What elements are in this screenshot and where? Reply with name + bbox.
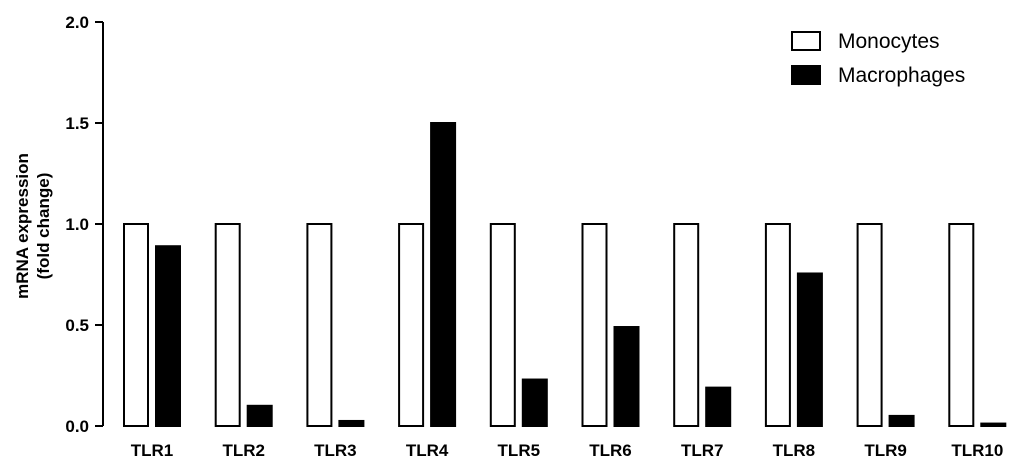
- y-tick-label: 2.0: [65, 13, 89, 32]
- bar-monocytes-tlr2: [214, 223, 241, 427]
- x-tick-label: TLR7: [681, 441, 724, 460]
- y-tick-label: 0.5: [65, 316, 89, 335]
- y-axis-ticks: 0.0 0.5 1.0 1.5 2.0: [65, 13, 103, 436]
- legend-label-monocytes: Monocytes: [838, 30, 940, 53]
- x-tick-label: TLR4: [406, 441, 449, 460]
- y-axis-label: mRNA expression (fold change): [13, 153, 53, 299]
- bar-monocytes-tlr9: [856, 223, 883, 427]
- bar-macrophages-tlr3: [338, 419, 365, 428]
- y-axis-label-line-2: (fold change): [34, 173, 53, 280]
- x-tick-label: TLR5: [498, 441, 541, 460]
- x-tick-label: TLR3: [314, 441, 357, 460]
- bar-monocytes-tlr3: [306, 223, 333, 427]
- bar-monocytes-tlr6: [581, 223, 608, 427]
- x-tick-label: TLR10: [951, 441, 1003, 460]
- bar-macrophages-tlr5: [521, 378, 548, 428]
- bar-monocytes-tlr4: [398, 223, 425, 427]
- bar-macrophages-tlr8: [796, 272, 823, 427]
- bar-macrophages-tlr7: [705, 386, 732, 427]
- bar-monocytes-tlr1: [123, 223, 149, 427]
- bar-macrophages-tlr1: [155, 245, 181, 427]
- bar-monocytes-tlr10: [948, 223, 975, 427]
- legend-swatch-monocytes: [791, 31, 821, 51]
- x-tick-label: TLR9: [864, 441, 907, 460]
- x-tick-label: TLR8: [773, 441, 816, 460]
- bar-macrophages-tlr6: [613, 326, 640, 427]
- y-axis-label-line-1: mRNA expression: [13, 153, 32, 299]
- bar-macrophages-tlr2: [246, 404, 273, 427]
- x-tick-label: TLR1: [131, 441, 174, 460]
- legend-swatch-macrophages: [791, 65, 821, 85]
- y-tick-label: 1.0: [65, 215, 89, 234]
- y-tick-label: 1.5: [65, 114, 89, 133]
- legend: Monocytes Macrophages: [791, 30, 965, 87]
- legend-label-macrophages: Macrophages: [838, 64, 965, 87]
- bar-monocytes-tlr7: [673, 223, 700, 427]
- bar-macrophages-tlr10: [980, 422, 1007, 427]
- bar-macrophages-tlr4: [430, 122, 457, 427]
- bar-macrophages-tlr9: [888, 414, 915, 427]
- x-tick-label: TLR2: [222, 441, 265, 460]
- bar-monocytes-tlr5: [489, 223, 516, 427]
- x-axis-labels: TLR1 TLR2 TLR3 TLR4 TLR5 TLR6 TLR7 TLR8 TLR9 TLR1…: [131, 441, 1004, 460]
- x-tick-label: TLR6: [589, 441, 632, 460]
- bars-group: [123, 122, 1007, 428]
- y-tick-label: 0.0: [65, 417, 89, 436]
- bar-monocytes-tlr8: [764, 223, 791, 427]
